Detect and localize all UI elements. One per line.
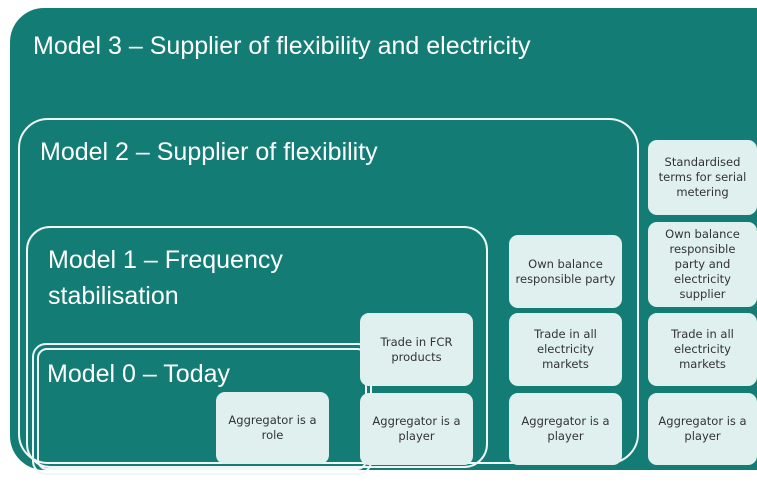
model-2-frame <box>18 118 639 464</box>
feature-box: Own balance responsible party and electr… <box>648 222 757 307</box>
feature-box: Standardised terms for serial metering <box>648 140 757 215</box>
feature-box: Aggregator is a role <box>216 392 329 464</box>
model-2-title: Model 2 – Supplier of flexibility <box>40 138 378 166</box>
model-1-title: Model 1 – Frequency stabilisation <box>48 246 283 310</box>
model-1-frame <box>26 226 488 468</box>
model-3-title: Model 3 – Supplier of flexibility and el… <box>33 32 531 60</box>
feature-box: Trade in all electricity markets <box>509 313 622 386</box>
feature-box: Own balance responsible party <box>509 235 622 308</box>
feature-box: Trade in all electricity markets <box>648 313 757 386</box>
feature-box: Aggregator is a player <box>360 393 473 465</box>
feature-box: Trade in FCR products <box>360 313 473 386</box>
feature-box: Aggregator is a player <box>509 393 622 465</box>
feature-box: Aggregator is a player <box>648 393 757 465</box>
model-0-title: Model 0 – Today <box>47 360 230 388</box>
